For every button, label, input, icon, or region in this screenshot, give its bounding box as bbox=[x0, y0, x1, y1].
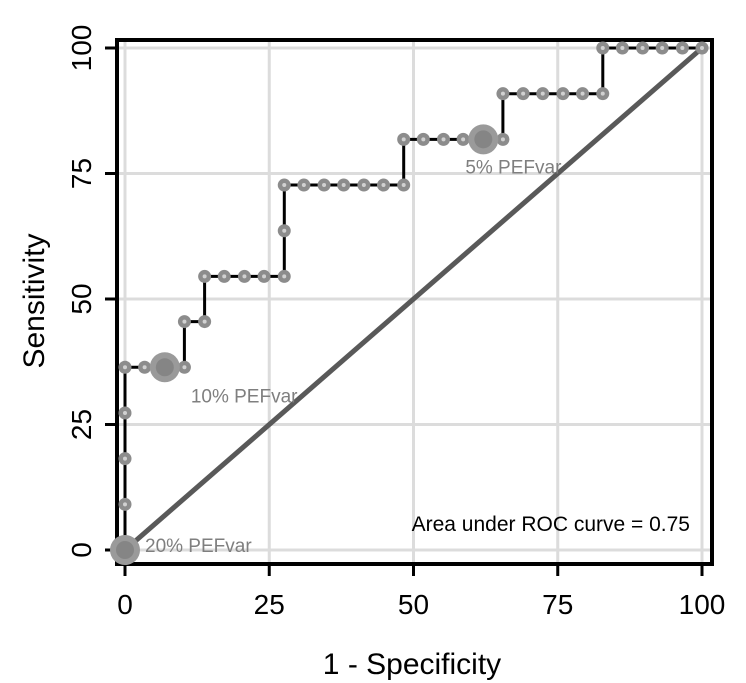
roc-point-center bbox=[401, 183, 406, 188]
x-axis-title: 1 - Specificity bbox=[323, 648, 501, 681]
roc-point-center bbox=[381, 183, 386, 188]
roc-point-center bbox=[441, 137, 446, 142]
roc-point-center bbox=[401, 137, 406, 142]
reference-diagonal-line bbox=[123, 46, 704, 552]
roc-point-center bbox=[202, 319, 207, 324]
roc-point-center bbox=[540, 91, 545, 96]
x-tick-label: 50 bbox=[398, 589, 429, 620]
auc-annotation: Area under ROC curve = 0.75 bbox=[412, 513, 690, 536]
plot-frame bbox=[105, 38, 714, 576]
roc-point-center bbox=[222, 274, 227, 279]
roc-point-center bbox=[600, 46, 605, 50]
roc-point-center bbox=[301, 183, 306, 188]
roc-point-center bbox=[700, 46, 704, 50]
roc-point-center bbox=[262, 274, 267, 279]
roc-point-center bbox=[341, 183, 346, 188]
roc-point-center bbox=[361, 183, 366, 188]
roc-point-center bbox=[182, 365, 187, 370]
cutoff-label: 20% PEFvar bbox=[145, 536, 252, 557]
cutoff-label: 10% PEFvar bbox=[191, 386, 298, 407]
x-tick-label: 75 bbox=[542, 589, 573, 620]
x-tick-label: 100 bbox=[679, 589, 726, 620]
cutoff-highlight-core bbox=[474, 130, 493, 149]
x-tick-label: 0 bbox=[117, 589, 133, 620]
roc-point-center bbox=[123, 365, 127, 370]
roc-point-center bbox=[123, 502, 127, 507]
roc-point-center bbox=[560, 91, 565, 96]
roc-point-center bbox=[640, 46, 645, 50]
roc-point-center bbox=[282, 228, 287, 233]
y-tick-label: 75 bbox=[66, 158, 97, 189]
roc-point-center bbox=[123, 410, 127, 415]
roc-point-center bbox=[461, 137, 466, 142]
roc-point-center bbox=[680, 46, 685, 50]
x-tick-label: 25 bbox=[254, 589, 285, 620]
y-tick-label: 25 bbox=[66, 409, 97, 440]
y-tick-label: 0 bbox=[66, 542, 97, 558]
cutoff-highlight-core bbox=[116, 541, 134, 559]
roc-point-center bbox=[500, 91, 505, 96]
y-tick-label: 50 bbox=[66, 283, 97, 314]
roc-point-center bbox=[521, 91, 526, 96]
cutoff-label: 5% PEFvar bbox=[465, 157, 562, 178]
roc-point-center bbox=[242, 274, 247, 279]
roc-point-center bbox=[500, 137, 505, 142]
roc-point-center bbox=[660, 46, 665, 50]
roc-point-center bbox=[580, 91, 585, 96]
roc-point-center bbox=[600, 91, 605, 96]
roc-point-center bbox=[421, 137, 426, 142]
roc-point-center bbox=[620, 46, 625, 50]
series-layer bbox=[110, 41, 709, 565]
y-axis-title: Sensitivity bbox=[18, 233, 51, 368]
roc-point-center bbox=[202, 274, 207, 279]
y-tick-label: 100 bbox=[66, 25, 97, 72]
roc-point-center bbox=[123, 456, 127, 461]
roc-point-center bbox=[322, 183, 327, 188]
label-layer: 0 25 50 75 100 0 25 50 75 100 20% PEFvar 10% PEFvar… bbox=[66, 25, 725, 620]
cutoff-highlight-core bbox=[155, 358, 174, 377]
roc-point-center bbox=[282, 183, 287, 188]
roc-point-center bbox=[142, 365, 147, 370]
roc-point-center bbox=[282, 274, 287, 279]
roc-point-center bbox=[182, 319, 187, 324]
